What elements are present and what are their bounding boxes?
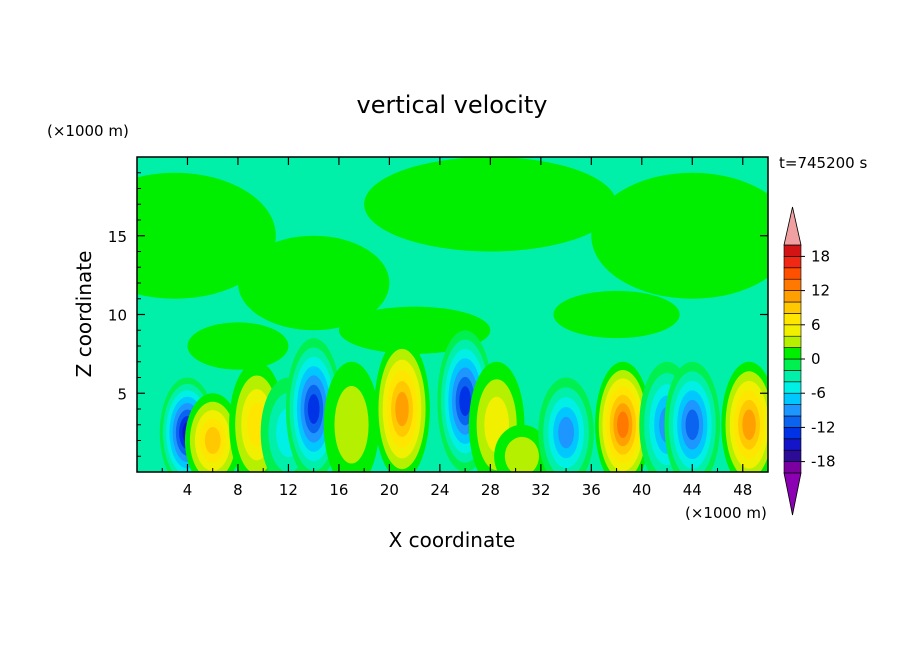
colorbar-tick-label: -18 [811, 453, 836, 471]
contour-level [685, 409, 700, 441]
contour-level [617, 411, 629, 439]
velocity-cell [323, 361, 380, 472]
x-tick-label: 24 [430, 481, 449, 499]
colorbar-band [783, 404, 802, 417]
x-tick-label: 8 [233, 481, 243, 499]
colorbar-band [783, 278, 802, 291]
colorbar-band [783, 256, 802, 269]
velocity-cell [664, 361, 721, 472]
colorbar-tick-label: 0 [811, 350, 821, 368]
colorbar-band [783, 461, 802, 474]
x-tick-label: 20 [380, 481, 399, 499]
colorbar-under-arrow [783, 472, 802, 516]
y-tick-label: 5 [117, 385, 127, 403]
x-tick-label: 40 [632, 481, 651, 499]
colorbar-band [783, 324, 802, 337]
colorbar-band [783, 290, 802, 303]
x-tick-label: 36 [582, 481, 601, 499]
colorbar-tick-label: -12 [811, 418, 836, 436]
velocity-field [137, 157, 768, 472]
colorbar-band [783, 347, 802, 360]
field-patch [553, 290, 680, 339]
x-tick-label: 32 [531, 481, 550, 499]
colorbar-band [783, 244, 802, 257]
y-axis: 5 10 15 [108, 172, 768, 457]
field-patch [137, 172, 276, 299]
field-patch [237, 235, 390, 331]
x-tick-label: 12 [279, 481, 298, 499]
colorbar-band [783, 370, 802, 383]
colorbar-band [783, 449, 802, 462]
y-unit-label: (×1000 m) [47, 122, 129, 140]
contour-level [504, 436, 539, 472]
colorbar-band [783, 335, 802, 348]
y-axis-label: Z coordinate [72, 251, 96, 378]
colorbar-band [783, 392, 802, 405]
x-tick-label: 44 [683, 481, 702, 499]
contour-level [204, 427, 221, 454]
velocity-cell [374, 338, 430, 472]
y-tick-label: 15 [108, 228, 127, 246]
colorbar-band [783, 415, 802, 428]
colorbar-band [783, 381, 802, 394]
field-patch [591, 172, 768, 299]
colorbar-band [783, 267, 802, 280]
y-tick-label: 10 [108, 307, 127, 325]
colorbar: 18 12 6 0 -6 -12 -18 [783, 206, 836, 516]
x-axis-label: X coordinate [389, 528, 516, 552]
colorbar-tick-label: 6 [811, 316, 821, 334]
velocity-cell [538, 377, 594, 472]
contour-level [558, 416, 575, 449]
x-tick-label: 28 [481, 481, 500, 499]
x-tick-label: 48 [733, 481, 752, 499]
contour-level [307, 394, 320, 424]
field-patch [364, 157, 617, 252]
contour-level [334, 385, 369, 464]
contour-level [742, 409, 756, 441]
colorbar-band [783, 427, 802, 440]
x-tick-label: 4 [183, 481, 193, 499]
colorbar-band [783, 438, 802, 451]
x-unit-label: (×1000 m) [685, 504, 767, 522]
colorbar-band [783, 301, 802, 314]
colorbar-tick-label: 12 [811, 282, 830, 300]
x-tick-label: 16 [329, 481, 348, 499]
colorbar-band [783, 313, 802, 326]
velocity-cell [595, 361, 651, 472]
colorbar-tick-label: 18 [811, 247, 830, 265]
colorbar-over-arrow [783, 206, 802, 246]
colorbar-tick-label: -6 [811, 384, 826, 402]
contour-level [459, 386, 471, 417]
velocity-cell [721, 361, 768, 472]
x-axis: 4 8 12 16 20 24 28 32 36 40 44 48 [161, 157, 752, 499]
velocity-cell [494, 424, 550, 472]
chart-title: vertical velocity [357, 91, 548, 119]
colorbar-band [783, 358, 802, 371]
time-label: t=745200 s [779, 154, 867, 172]
field-patch [187, 322, 289, 370]
velocity-cell [184, 393, 241, 472]
contour-level [395, 391, 409, 427]
